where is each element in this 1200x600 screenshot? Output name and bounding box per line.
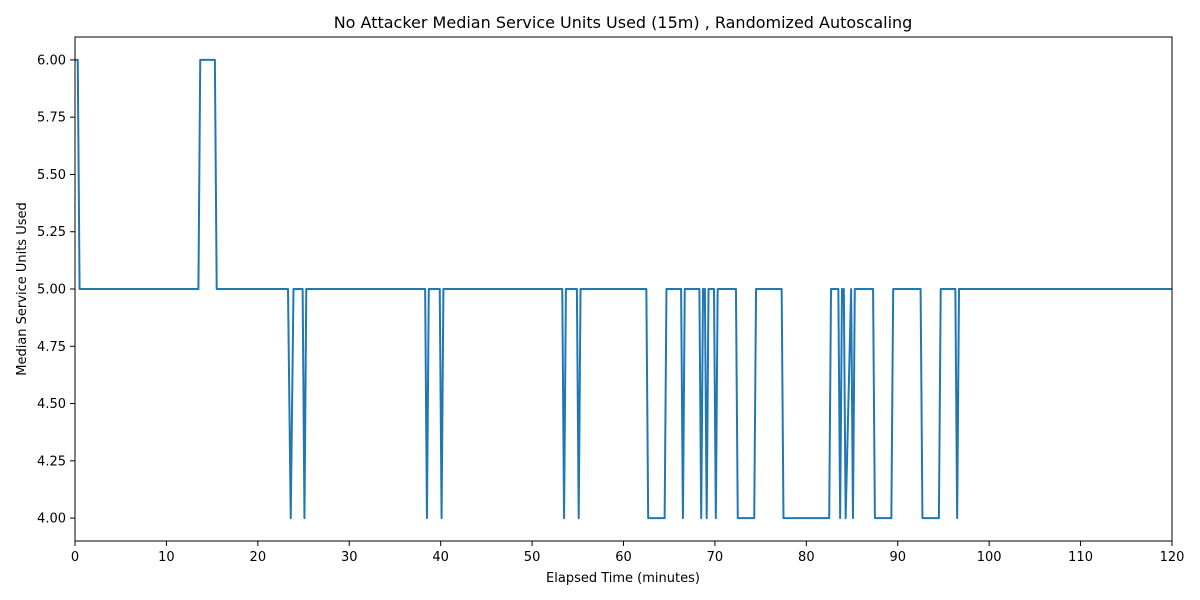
x-tick-label: 80 xyxy=(798,550,815,565)
y-tick-label: 4.00 xyxy=(37,512,66,527)
x-tick-label: 60 xyxy=(615,550,632,565)
y-tick-label: 5.75 xyxy=(37,111,66,126)
y-tick-label: 4.75 xyxy=(37,340,66,355)
plot-frame xyxy=(74,36,1173,542)
y-tick-label: 5.00 xyxy=(37,283,66,298)
y-tick-label: 5.50 xyxy=(37,168,66,183)
x-axis-ticks: 0 10 20 30 40 50 60 70 80 90 100 110 120 xyxy=(71,541,1185,565)
x-tick-label: 20 xyxy=(250,550,267,565)
x-tick-label: 70 xyxy=(707,550,724,565)
y-tick-label: 6.00 xyxy=(37,53,66,68)
x-tick-label: 40 xyxy=(432,550,449,565)
y-axis-ticks: 4.00 4.25 4.50 4.75 5.00 5.25 5.50 5.75 6.00 xyxy=(37,53,75,527)
x-tick-label: 100 xyxy=(977,550,1002,565)
plot-area xyxy=(75,58,1172,520)
y-tick-label: 4.25 xyxy=(37,454,66,469)
y-tick-label: 5.25 xyxy=(37,225,66,240)
x-tick-label: 90 xyxy=(889,550,906,565)
x-tick-label: 10 xyxy=(158,550,175,565)
x-tick-label: 120 xyxy=(1160,550,1185,565)
x-axis-label: Elapsed Time (minutes) xyxy=(546,571,700,586)
y-axis-label: Median Service Units Used xyxy=(15,202,30,376)
x-tick-label: 110 xyxy=(1068,550,1093,565)
chart-title: No Attacker Median Service Units Used (1… xyxy=(334,13,913,32)
series-line xyxy=(75,58,1172,520)
y-tick-label: 4.50 xyxy=(37,397,66,412)
x-tick-label: 0 xyxy=(71,550,79,565)
x-tick-label: 50 xyxy=(524,550,541,565)
x-tick-label: 30 xyxy=(341,550,358,565)
